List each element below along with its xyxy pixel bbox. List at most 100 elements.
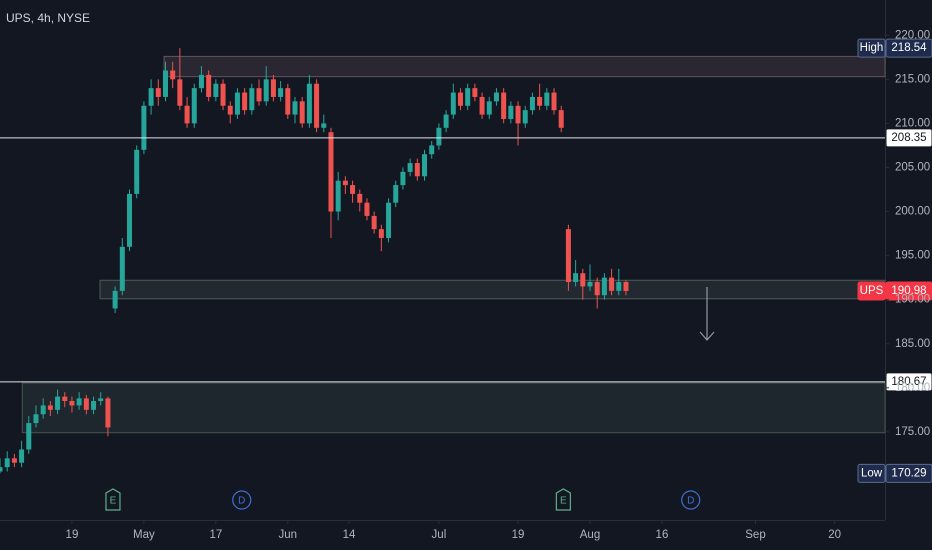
y-tick-label: 185.00 (895, 338, 930, 350)
overlay: 208.35 180.67 High 218.54 UPS 190.98 Low 170.29… (0, 38, 932, 511)
candle-body (515, 105, 521, 124)
candle-body (306, 83, 312, 124)
price-tag-name-box (857, 38, 886, 58)
y-tick-label: 215.00 (895, 73, 930, 85)
candle-body (19, 449, 25, 463)
candle-body (529, 96, 535, 111)
candle-body (450, 92, 456, 115)
candle-body (472, 88, 478, 97)
candle-body (285, 88, 291, 115)
candle-body (386, 202, 392, 238)
y-tick-label: 195.00 (895, 250, 930, 262)
candle-body (184, 105, 190, 124)
price-tag-value: 218.54 (891, 42, 927, 54)
zone (21, 382, 886, 434)
y-tick-label: 175.00 (895, 426, 930, 438)
candle-body (98, 398, 104, 402)
candle-body (335, 180, 341, 212)
candle-body (342, 180, 348, 186)
candle-body (256, 88, 262, 102)
candle-body (378, 229, 384, 238)
candle-body (537, 96, 543, 106)
candle-body (350, 185, 356, 194)
candle-body (443, 114, 449, 128)
x-tick-label: 19 (512, 529, 525, 541)
x-tick-label: Jun (279, 529, 298, 541)
candles (0, 48, 629, 474)
candle-body (558, 110, 564, 128)
y-tick-label: 205.00 (895, 161, 930, 173)
price-tag-value-box (885, 281, 932, 301)
candle-body (191, 88, 197, 124)
candle-body (436, 127, 442, 146)
chart-title: UPS, 4h, NYSE (6, 11, 90, 25)
x-tick-label: 14 (343, 529, 356, 541)
candle-body (493, 92, 499, 102)
candle-body (55, 396, 61, 410)
event-marker (681, 490, 701, 510)
candle-body (623, 282, 629, 292)
candle-body (242, 92, 248, 111)
candle-body (91, 401, 97, 410)
candle-body (134, 149, 140, 194)
candle-body (83, 398, 89, 410)
candle-body (508, 105, 514, 119)
x-tick-label: 16 (656, 529, 669, 541)
candle-body (62, 396, 68, 402)
candle-body (407, 163, 413, 172)
candle-body (112, 290, 118, 309)
candle-body (4, 458, 10, 468)
price-tag-value: 190.98 (891, 285, 926, 297)
level-tag-label: 208.35 (891, 132, 926, 144)
candle-body (76, 398, 82, 406)
candle-body (609, 277, 615, 291)
price-tag-name: High (860, 42, 884, 54)
level-tag-label: 180.67 (891, 376, 926, 388)
candle-body (170, 70, 176, 80)
zones (21, 55, 886, 434)
candle-body (105, 398, 111, 428)
candle-body (587, 282, 593, 287)
candle-body (292, 101, 298, 115)
event-marker (555, 488, 571, 511)
zone (99, 279, 886, 300)
x-tick-label: Jul (432, 529, 447, 541)
level-tag (885, 128, 932, 148)
candle-body (155, 88, 161, 97)
price-tag-value-box (885, 463, 932, 483)
candle-body (227, 105, 233, 115)
candle-body (270, 79, 276, 97)
y-tick-label: 220.00 (895, 29, 930, 41)
candle-body (364, 202, 370, 216)
candle-body (198, 74, 204, 89)
candle-body (321, 123, 327, 128)
candle-body (371, 215, 377, 230)
candle-body (33, 414, 39, 424)
price-tag-value: 170.29 (891, 467, 926, 479)
candle-body (565, 229, 571, 283)
candle-body (263, 79, 269, 102)
zone (163, 55, 886, 78)
candle-body (220, 83, 226, 106)
y-tick-label: 190.00 (895, 294, 930, 306)
x-tick-label: 17 (209, 529, 222, 541)
level-tag (885, 372, 932, 392)
candle-body (213, 83, 219, 97)
candle-body (357, 193, 363, 203)
candle-body (11, 458, 17, 463)
x-tick-label: 19 (66, 529, 79, 541)
candle-body (573, 273, 579, 283)
candle-body (40, 405, 46, 415)
candle-body (278, 88, 284, 97)
y-tick-label: 180.00 (895, 382, 930, 394)
candle-body (141, 105, 147, 150)
candle-body (47, 405, 53, 410)
candle-body (465, 88, 471, 106)
candle-body (594, 282, 600, 296)
y-tick-label: 210.00 (895, 117, 930, 129)
candle-body (616, 282, 622, 291)
price-tag-name: Low (861, 467, 883, 479)
event-marker (105, 488, 121, 511)
candle-body (119, 246, 125, 291)
x-tick-label: 20 (828, 529, 841, 541)
